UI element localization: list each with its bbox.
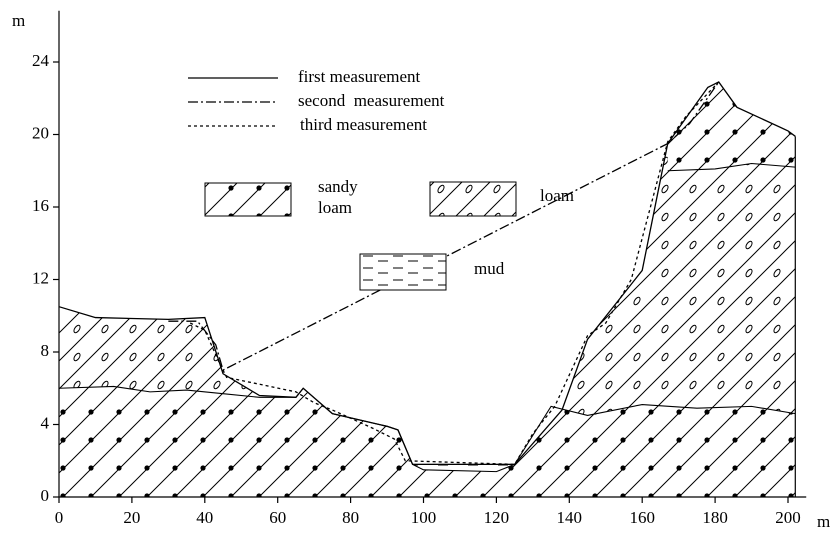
- x-tick-label: 60: [269, 508, 286, 527]
- legend-swatch: [430, 182, 516, 216]
- x-tick-label: 140: [557, 508, 583, 527]
- x-tick-label: 20: [123, 508, 140, 527]
- x-tick-label: 100: [411, 508, 437, 527]
- y-unit: m: [12, 11, 25, 30]
- x-tick-label: 80: [342, 508, 359, 527]
- x-tick-label: 160: [629, 508, 655, 527]
- legend-label: loam: [540, 186, 574, 205]
- y-tick-label: 16: [32, 196, 49, 215]
- x-tick-label: 40: [196, 508, 213, 527]
- x-tick-label: 0: [55, 508, 64, 527]
- y-tick-label: 24: [32, 51, 50, 70]
- y-tick-label: 20: [32, 123, 49, 142]
- legend-swatch: [360, 254, 446, 290]
- legend-swatch: [205, 183, 291, 216]
- legend-label: mud: [474, 259, 505, 278]
- y-tick-label: 4: [41, 413, 50, 432]
- y-tick-label: 0: [41, 486, 50, 505]
- y-tick-label: 8: [41, 341, 50, 360]
- x-tick-label: 120: [484, 508, 510, 527]
- x-tick-label: 200: [775, 508, 801, 527]
- legend-label: second measurement: [298, 91, 445, 110]
- layer-region: [668, 82, 796, 171]
- legend-label: first measurement: [298, 67, 421, 86]
- x-unit: m: [817, 512, 830, 531]
- chart: first measurement second measurement thi…: [0, 0, 837, 540]
- x-tick-label: 180: [702, 508, 728, 527]
- legend-label: sandy loam: [318, 176, 368, 218]
- legend-label: third measurement: [300, 115, 427, 134]
- y-tick-label: 12: [32, 268, 49, 287]
